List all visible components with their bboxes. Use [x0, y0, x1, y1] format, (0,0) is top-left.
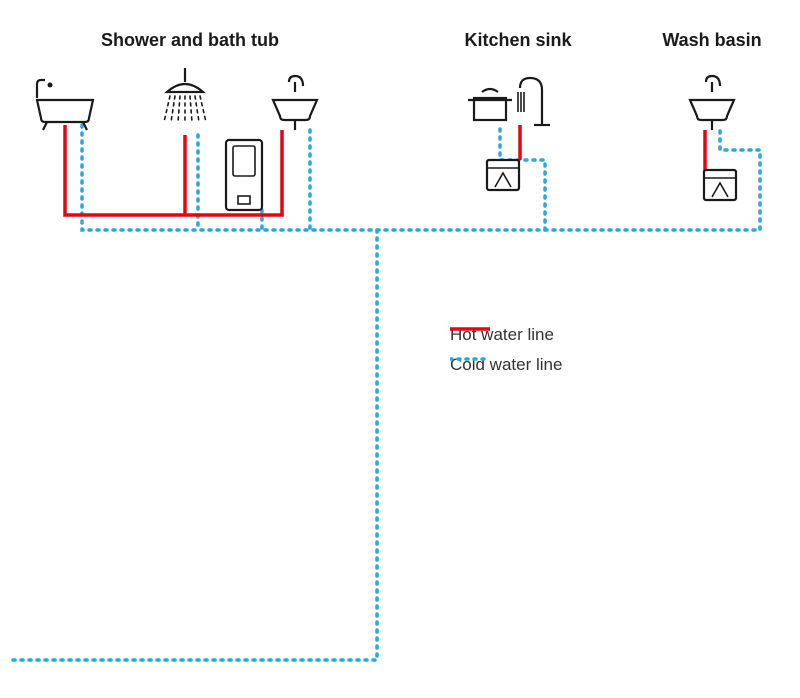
basin-icon — [273, 76, 317, 130]
diagram-svg — [0, 0, 800, 698]
pot-icon — [468, 89, 512, 120]
bathtub-icon — [37, 80, 93, 130]
shower-icon — [164, 68, 206, 122]
water-heater-small-icon — [487, 160, 519, 190]
kitchen-faucet-icon — [518, 78, 550, 125]
plumbing-diagram: Shower and bath tub Kitchen sink Wash ba… — [0, 0, 800, 698]
washbasin-icon — [690, 76, 734, 130]
water-heater-small-icon-2 — [704, 170, 736, 200]
water-heater-large-icon — [226, 140, 262, 210]
